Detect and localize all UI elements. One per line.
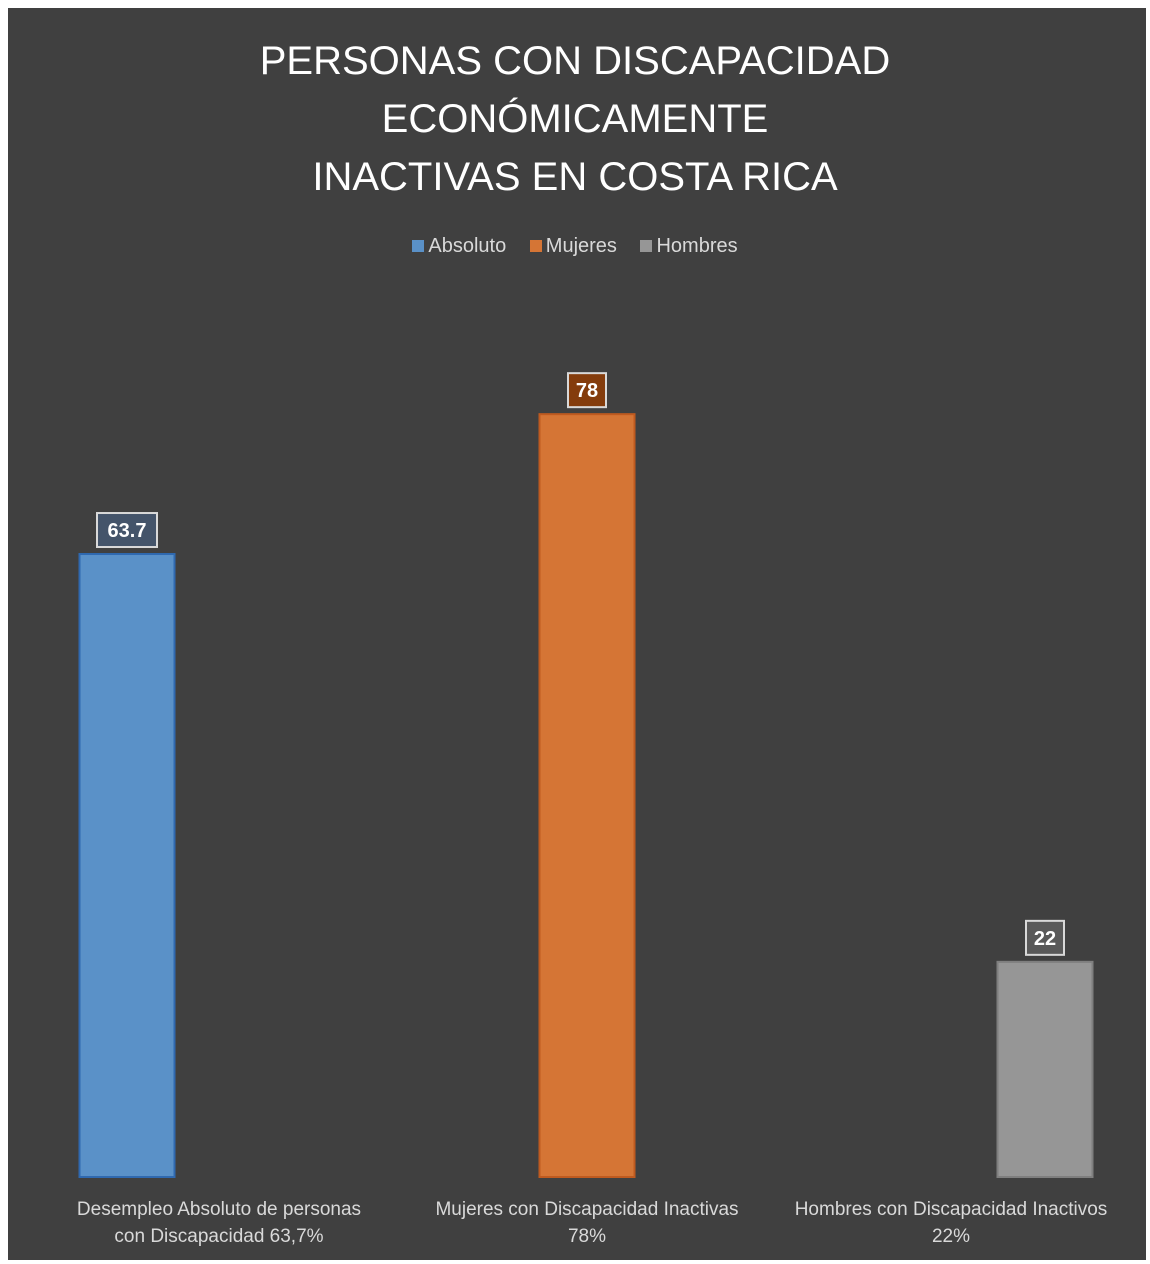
legend-swatch-absoluto — [412, 240, 425, 252]
legend-label-mujeres: Mujeres — [545, 235, 617, 257]
legend-item-hombres: Hombres — [640, 235, 738, 258]
category-label-absoluto-line-1: Desempleo Absoluto de personas — [76, 1199, 362, 1220]
bar-absoluto — [78, 553, 176, 1178]
chart-title-line-1: PERSONAS CON DISCAPACIDAD — [259, 39, 891, 83]
bar-mujeres — [538, 413, 636, 1179]
data-label-absoluto: 63.7 — [108, 520, 147, 542]
legend-item-absoluto: Absoluto — [412, 235, 506, 258]
category-label-hombres: Hombres con Discapacidad Inactivos 22% — [761, 1196, 1141, 1250]
data-label-hombres: 22 — [1034, 928, 1056, 950]
chart-title-line-3: INACTIVAS EN COSTA RICA — [312, 155, 838, 199]
legend-label-absoluto: Absoluto — [428, 235, 507, 257]
data-label-box-hombres — [1025, 919, 1065, 956]
category-label-hombres-line-2: 22% — [931, 1226, 971, 1247]
data-label-mujeres: 78 — [576, 380, 598, 402]
legend-label-hombres: Hombres — [656, 235, 738, 257]
category-label-mujeres: Mujeres con Discapacidad Inactivas 78% — [397, 1196, 777, 1250]
category-label-mujeres-line-1: Mujeres con Discapacidad Inactivas — [435, 1199, 739, 1220]
category-label-absoluto: Desempleo Absoluto de personas con Disca… — [29, 1196, 409, 1250]
bar-hombres — [996, 960, 1094, 1179]
category-label-mujeres-line-2: 78% — [567, 1226, 607, 1247]
legend-item-mujeres: Mujeres — [529, 235, 617, 258]
legend: Absoluto Mujeres Hombres — [0, 235, 1150, 258]
chart-title: PERSONAS CON DISCAPACIDAD ECONÓMICAMENTE… — [0, 32, 1150, 206]
category-label-hombres-line-1: Hombres con Discapacidad Inactivos — [794, 1199, 1108, 1220]
data-label-box-absoluto — [96, 512, 158, 549]
legend-swatch-hombres — [640, 240, 653, 252]
category-label-absoluto-line-2: con Discapacidad 63,7% — [114, 1226, 324, 1247]
data-label-box-mujeres — [567, 372, 607, 409]
chart-title-line-2: ECONÓMICAMENTE — [381, 97, 769, 141]
legend-swatch-mujeres — [529, 240, 542, 252]
